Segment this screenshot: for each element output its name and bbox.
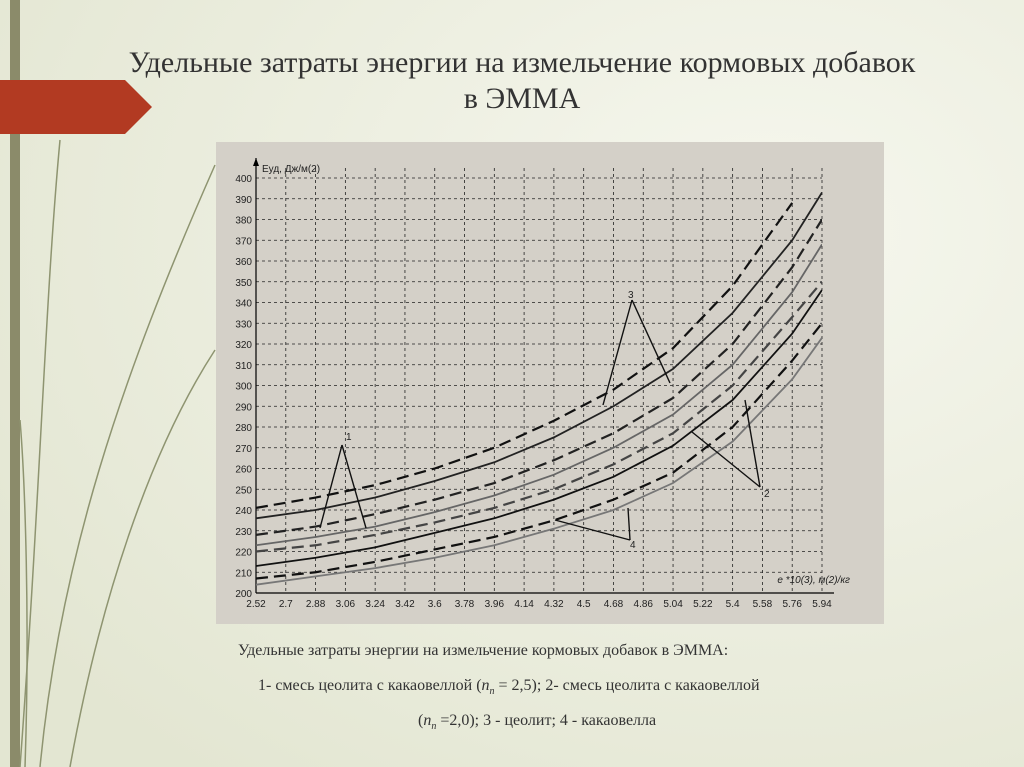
- y-tick-label: 400: [235, 174, 252, 185]
- x-tick-label: 2.52: [246, 599, 266, 610]
- y-tick-label: 220: [235, 548, 252, 559]
- title: Удельные затраты энергии на измельчение …: [129, 46, 916, 79]
- x-tick-label: 3.06: [336, 599, 356, 610]
- data-line: [256, 281, 822, 553]
- annotation-pointer: [627, 507, 631, 541]
- side-bar: [10, 0, 20, 767]
- annotation-pointer: [744, 399, 761, 488]
- x-tick-label: 3.42: [395, 599, 415, 610]
- annotation: 3: [628, 290, 634, 301]
- axis-arrow: [253, 158, 259, 166]
- y-tick-label: 250: [235, 485, 252, 496]
- x-tick-label: 5.94: [812, 599, 832, 610]
- x-tick-label: 4.86: [634, 599, 654, 610]
- y-tick-label: 230: [235, 527, 252, 538]
- caption-part: = 2,5); 2- смесь цеолита с какаовеллой: [495, 677, 760, 694]
- x-tick-label: 3.78: [455, 599, 475, 610]
- y-tick-label: 270: [235, 444, 252, 455]
- y-tick-label: 240: [235, 506, 252, 517]
- annotation-pointer: [602, 299, 633, 406]
- y-tick-label: 380: [235, 216, 252, 227]
- data-line: [256, 202, 794, 510]
- y-tick-label: 260: [235, 465, 252, 476]
- x-axis-label: e *10(3), м(2)/кг: [777, 575, 850, 586]
- caption-part: n: [482, 677, 490, 694]
- annotation-pointer: [691, 431, 761, 488]
- data-line: [256, 289, 822, 567]
- title-arrow: [0, 80, 152, 134]
- caption-part: п: [431, 721, 436, 732]
- caption-part: =2,0); 3 - цеолит; 4 - какаовелла: [436, 712, 656, 729]
- y-tick-label: 200: [235, 589, 252, 600]
- y-tick-label: 210: [235, 568, 252, 579]
- y-tick-label: 360: [235, 257, 252, 268]
- x-tick-label: 2.7: [279, 599, 293, 610]
- annotation: 4: [630, 540, 636, 551]
- annotation: 1: [346, 432, 352, 443]
- y-tick-label: 350: [235, 278, 252, 289]
- x-tick-label: 5.04: [663, 599, 683, 610]
- y-tick-label: 290: [235, 402, 252, 413]
- annotation-pointer: [631, 299, 671, 384]
- caption: (nп =2,0); 3 - цеолит; 4 - какаовелла: [418, 712, 656, 732]
- x-tick-label: 4.32: [544, 599, 564, 610]
- y-axis-label: Eуд, Дж/м(2): [262, 164, 320, 175]
- annotation: 2: [764, 489, 770, 500]
- x-tick-label: 3.96: [485, 599, 505, 610]
- y-tick-label: 280: [235, 423, 252, 434]
- y-tick-label: 330: [235, 319, 252, 330]
- annotation-pointer: [554, 519, 631, 541]
- data-line: [256, 218, 822, 536]
- y-tick-label: 340: [235, 299, 252, 310]
- data-line: [256, 337, 822, 586]
- x-tick-label: 2.88: [306, 599, 326, 610]
- data-line: [256, 322, 822, 580]
- y-tick-label: 390: [235, 195, 252, 206]
- y-tick-label: 310: [235, 361, 252, 372]
- x-tick-label: 4.68: [604, 599, 624, 610]
- x-tick-label: 3.24: [365, 599, 385, 610]
- y-tick-label: 320: [235, 340, 252, 351]
- x-tick-label: 4.14: [514, 599, 534, 610]
- x-tick-label: 5.76: [782, 599, 802, 610]
- x-tick-label: 3.6: [428, 599, 442, 610]
- caption-part: 1- смесь цеолита с какаовеллой (: [258, 677, 482, 694]
- caption-part: n: [423, 712, 431, 729]
- data-line: [256, 192, 822, 520]
- data-line: [256, 243, 822, 547]
- x-tick-label: 5.4: [726, 599, 740, 610]
- caption: Удельные затраты энергии на измельчение …: [238, 642, 728, 659]
- y-tick-label: 370: [235, 236, 252, 247]
- annotation-pointer: [319, 444, 343, 529]
- decoration: [19, 139, 216, 767]
- y-tick-label: 300: [235, 382, 252, 393]
- caption-part: (: [418, 712, 423, 729]
- x-tick-label: 4.5: [577, 599, 591, 610]
- annotation-pointer: [341, 444, 367, 529]
- x-tick-label: 5.22: [693, 599, 713, 610]
- x-tick-label: 5.58: [753, 599, 773, 610]
- caption-part: п: [490, 686, 495, 697]
- caption: 1- смесь цеолита с какаовеллой (nп = 2,5…: [258, 677, 760, 697]
- title: в ЭММА: [464, 82, 581, 115]
